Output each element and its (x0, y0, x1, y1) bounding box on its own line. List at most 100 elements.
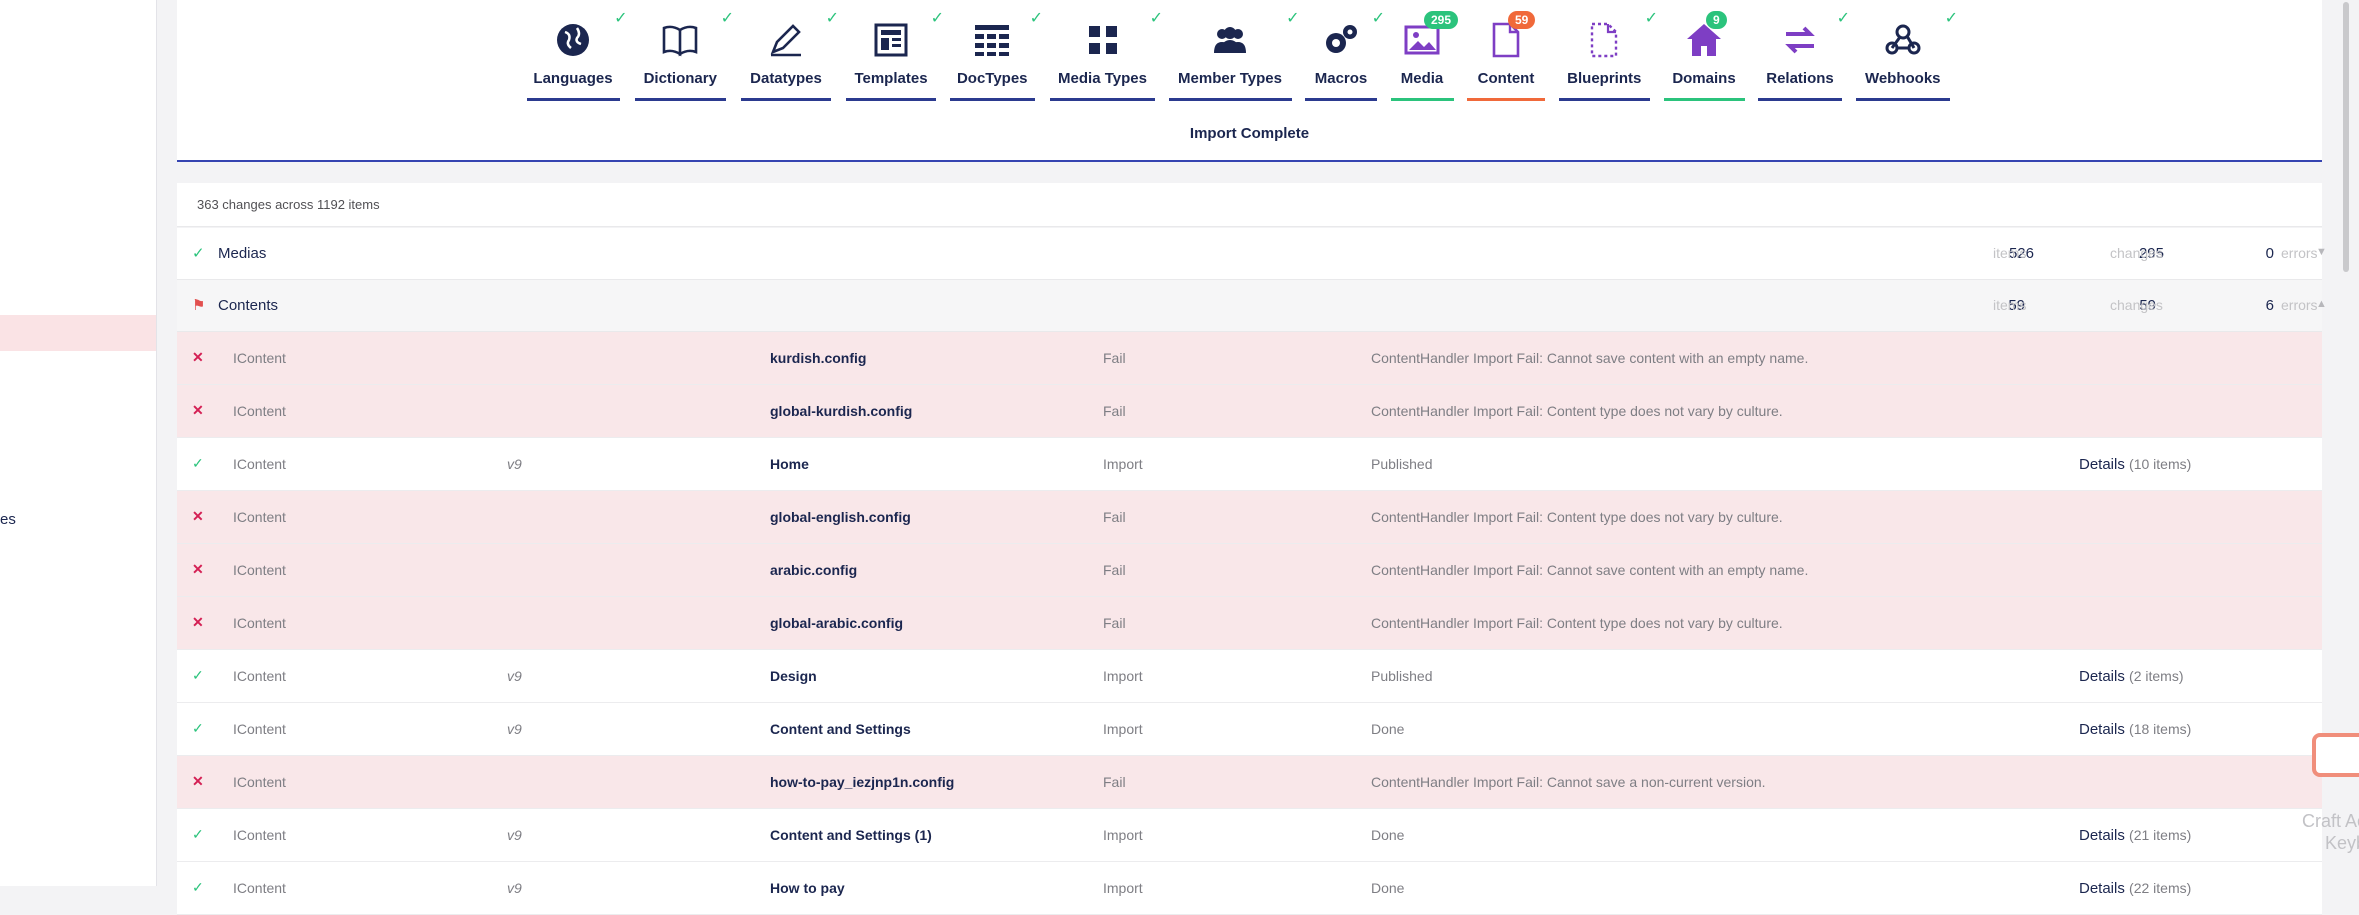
item-name: how-to-pay_iezjnp1n.config (770, 774, 955, 790)
arrows-icon (1780, 20, 1820, 60)
home-icon (1684, 20, 1724, 60)
check-icon: ✓ (192, 826, 204, 842)
details-link[interactable]: Details (21 items) (2079, 827, 2191, 844)
item-name: global-english.config (770, 509, 911, 525)
item-name: How to pay (770, 880, 845, 896)
tab-label: Blueprints (1567, 70, 1642, 87)
cross-icon: ✕ (192, 508, 204, 524)
check-icon: ✓ (1286, 10, 1300, 27)
tab-datatypes[interactable]: Datatypes ✓ (741, 0, 839, 102)
group-medias[interactable]: ✓ Medias 526 items 295 changes 0 errors … (177, 228, 2327, 280)
details-label: Details (2079, 827, 2125, 844)
tab-media[interactable]: Media 295 (1390, 0, 1459, 102)
result-message: ContentHandler Import Fail: Cannot save … (1371, 774, 1766, 790)
result-message: ContentHandler Import Fail: Content type… (1371, 509, 1783, 525)
tab-member-types[interactable]: Member Types ✓ (1168, 0, 1300, 102)
tab-blueprints[interactable]: Blueprints ✓ (1558, 0, 1658, 102)
item-type: IContent (233, 880, 286, 896)
result-row: ✓ IContent v9 Content and Settings (1) Impor… (177, 809, 2322, 862)
item-type: IContent (233, 615, 286, 631)
details-link[interactable]: Details (22 items) (2079, 880, 2191, 897)
tab-macros[interactable]: Macros ✓ (1305, 0, 1385, 102)
tab-templates[interactable]: Templates ✓ (846, 0, 944, 102)
tab-underline (1305, 98, 1377, 101)
result-row: ✕ IContent global-kurdish.config Fail Conten… (177, 385, 2322, 438)
scrollbar[interactable] (2340, 0, 2352, 886)
tab-doctypes[interactable]: DocTypes ✓ (949, 0, 1043, 102)
item-name: global-kurdish.config (770, 403, 913, 419)
tab-label: Relations (1766, 70, 1834, 87)
details-link[interactable]: Details (10 items) (2079, 456, 2191, 473)
tab-webhooks[interactable]: Webhooks ✓ (1855, 0, 1958, 102)
tab-content[interactable]: Content 59 (1467, 0, 1545, 102)
item-type: IContent (233, 509, 286, 525)
check-icon: ✓ (825, 10, 839, 27)
items-count: 526 (2008, 245, 2034, 262)
check-icon: ✓ (930, 10, 944, 27)
result-row: ✕ IContent how-to-pay_iezjnp1n.config Fail C… (177, 756, 2322, 809)
cross-icon: ✕ (192, 561, 204, 577)
check-icon: ✓ (614, 10, 628, 27)
result-message: ContentHandler Import Fail: Cannot save … (1371, 562, 1809, 578)
item-name: Content and Settings (770, 721, 911, 737)
check-icon: ✓ (192, 720, 204, 736)
changes-count: 295 (2138, 245, 2164, 262)
tab-media-types[interactable]: Media Types ✓ (1050, 0, 1163, 102)
group-contents[interactable]: ⚑ Contents 59 items 59 changes 6 errors … (177, 280, 2327, 332)
globe-icon (553, 20, 593, 60)
tab-label: Media (1400, 70, 1444, 87)
check-icon: ✓ (1371, 10, 1385, 27)
item-name: Content and Settings (1) (770, 827, 932, 843)
changes-count: 59 (2139, 297, 2156, 314)
check-icon: ✓ (192, 245, 205, 262)
overlay-caption: Craft Ac Keyb (2301, 811, 2359, 853)
details-label: Details (2079, 456, 2125, 473)
check-icon: ✓ (720, 10, 734, 27)
tab-underline (846, 98, 936, 101)
tab-underline (1390, 98, 1454, 101)
count-badge: 295 (1424, 11, 1459, 29)
book-icon (660, 20, 700, 60)
result-row: ✓ IContent v9 How to pay Import Done Details (… (177, 862, 2322, 915)
details-link[interactable]: Details (18 items) (2079, 721, 2191, 738)
result-row: ✕ IContent arabic.config Fail ContentHandler… (177, 544, 2322, 597)
check-icon: ✓ (1836, 10, 1850, 27)
item-version: v9 (507, 456, 522, 472)
sidebar-item-label[interactable]: es (0, 511, 16, 528)
tab-underline (1758, 98, 1842, 101)
result-row: ✕ IContent global-arabic.config Fail Content… (177, 597, 2322, 650)
count-badge: 9 (1706, 11, 1727, 29)
grid-icon (972, 20, 1012, 60)
scrollbar-thumb[interactable] (2343, 2, 2349, 272)
overlay-widget[interactable] (2312, 733, 2359, 777)
check-icon: ✓ (1944, 10, 1958, 27)
details-link[interactable]: Details (2 items) (2079, 668, 2183, 685)
change-type: Import (1103, 827, 1143, 843)
items-label: items (1993, 245, 2027, 261)
item-version: v9 (507, 880, 522, 896)
tab-domains[interactable]: Domains 9 (1663, 0, 1745, 102)
chevron-up-icon[interactable]: ▲ (2316, 298, 2327, 310)
tab-dictionary[interactable]: Dictionary ✓ (634, 0, 734, 102)
check-icon: ✓ (1149, 10, 1163, 27)
check-icon: ✓ (192, 879, 204, 895)
details-label: Details (2079, 668, 2125, 685)
details-count: (22 items) (2129, 880, 2192, 896)
sidebar-active-item[interactable] (0, 315, 156, 351)
item-type: IContent (233, 350, 286, 366)
tab-label: Media Types (1058, 70, 1147, 87)
cogs-icon (1321, 20, 1361, 60)
tab-relations[interactable]: Relations ✓ (1758, 0, 1850, 102)
change-type: Fail (1103, 509, 1126, 525)
changes-label: changes (2110, 297, 2163, 313)
tab-label: Macros (1314, 70, 1368, 87)
tab-label: Domains (1672, 70, 1736, 87)
change-type: Import (1103, 456, 1143, 472)
change-type: Fail (1103, 562, 1126, 578)
change-type: Fail (1103, 403, 1126, 419)
chevron-down-icon[interactable]: ▼ (2316, 246, 2327, 258)
flag-icon: ⚑ (192, 297, 206, 314)
tab-languages[interactable]: Languages ✓ (526, 0, 628, 102)
item-name: global-arabic.config (770, 615, 904, 631)
items-count: 59 (2008, 297, 2025, 314)
